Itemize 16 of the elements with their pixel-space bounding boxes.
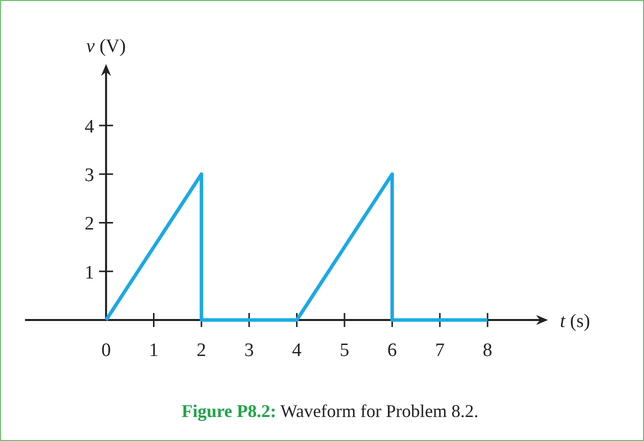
y-axis-title: v (V) — [86, 36, 126, 57]
y-tick-label: 2 — [84, 214, 94, 235]
x-tick-label: 3 — [244, 340, 254, 361]
x-tick-label: 6 — [387, 340, 397, 361]
y-tick-label: 1 — [84, 262, 94, 284]
caption: Figure P8.2: Waveform for Problem 8.2. — [182, 401, 478, 421]
x-tick-label: 7 — [435, 340, 445, 361]
x-axis-title: t (s) — [560, 311, 590, 332]
x-tick-label: 8 — [482, 340, 492, 361]
x-tick-label: 1 — [149, 340, 158, 361]
x-tick-label: 2 — [196, 340, 206, 361]
x-tick-label: 4 — [292, 340, 302, 361]
y-tick-label: 3 — [84, 165, 94, 186]
y-tick-label: 4 — [84, 116, 95, 138]
x-tick-label: 0 — [101, 340, 111, 361]
x-tick-label: 5 — [340, 340, 350, 361]
